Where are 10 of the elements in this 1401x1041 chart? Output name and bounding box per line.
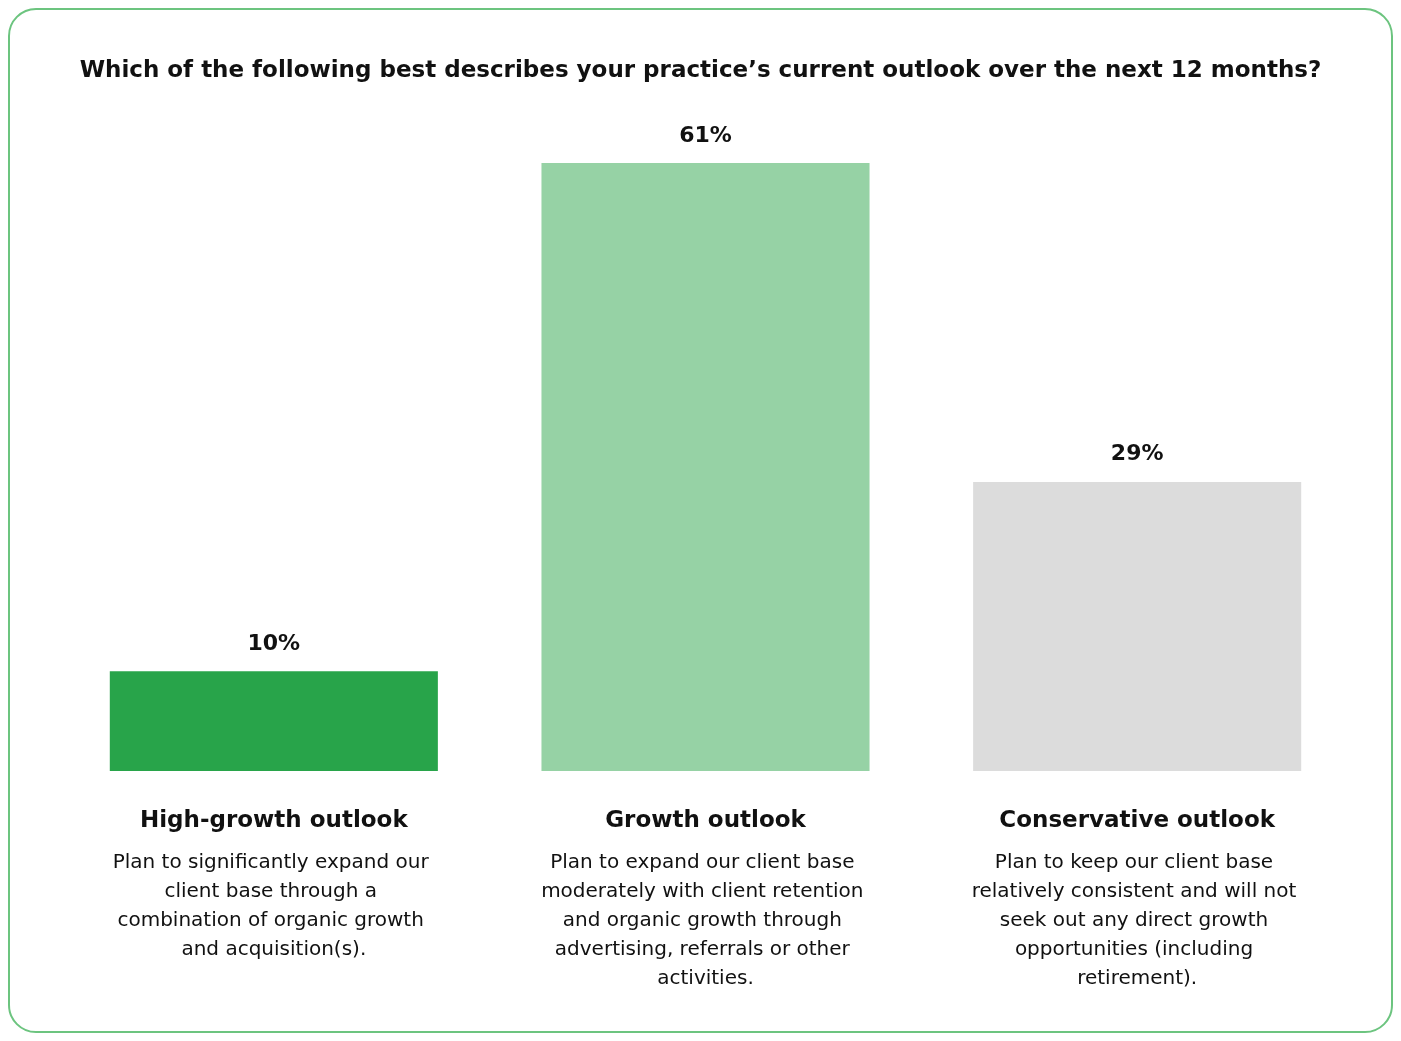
text: Plan to significantly expand our client base through a combination of organic growth and acquisition(s). [112,848,435,960]
data-label: 10% [247,629,301,655]
text: Plan to keep our client base relatively consistent and will not seek out any direct growth opportunities (including retirement). [971,848,1303,989]
text: Plan to expand our client base moderately with client retention and organic growth through advertising, referrals or other activities. [541,848,870,989]
x-tick-label: Growth outlook [605,806,807,832]
chart-title: Which of the following best describes your practice’s current outlook over the next 12 months? [79,55,1322,82]
data-label: 61% [679,121,732,147]
x-tick-label: High-growth outlook [139,806,409,832]
data-label: 29% [1110,440,1164,466]
x-tick-label: Conservative outlook [999,806,1276,832]
